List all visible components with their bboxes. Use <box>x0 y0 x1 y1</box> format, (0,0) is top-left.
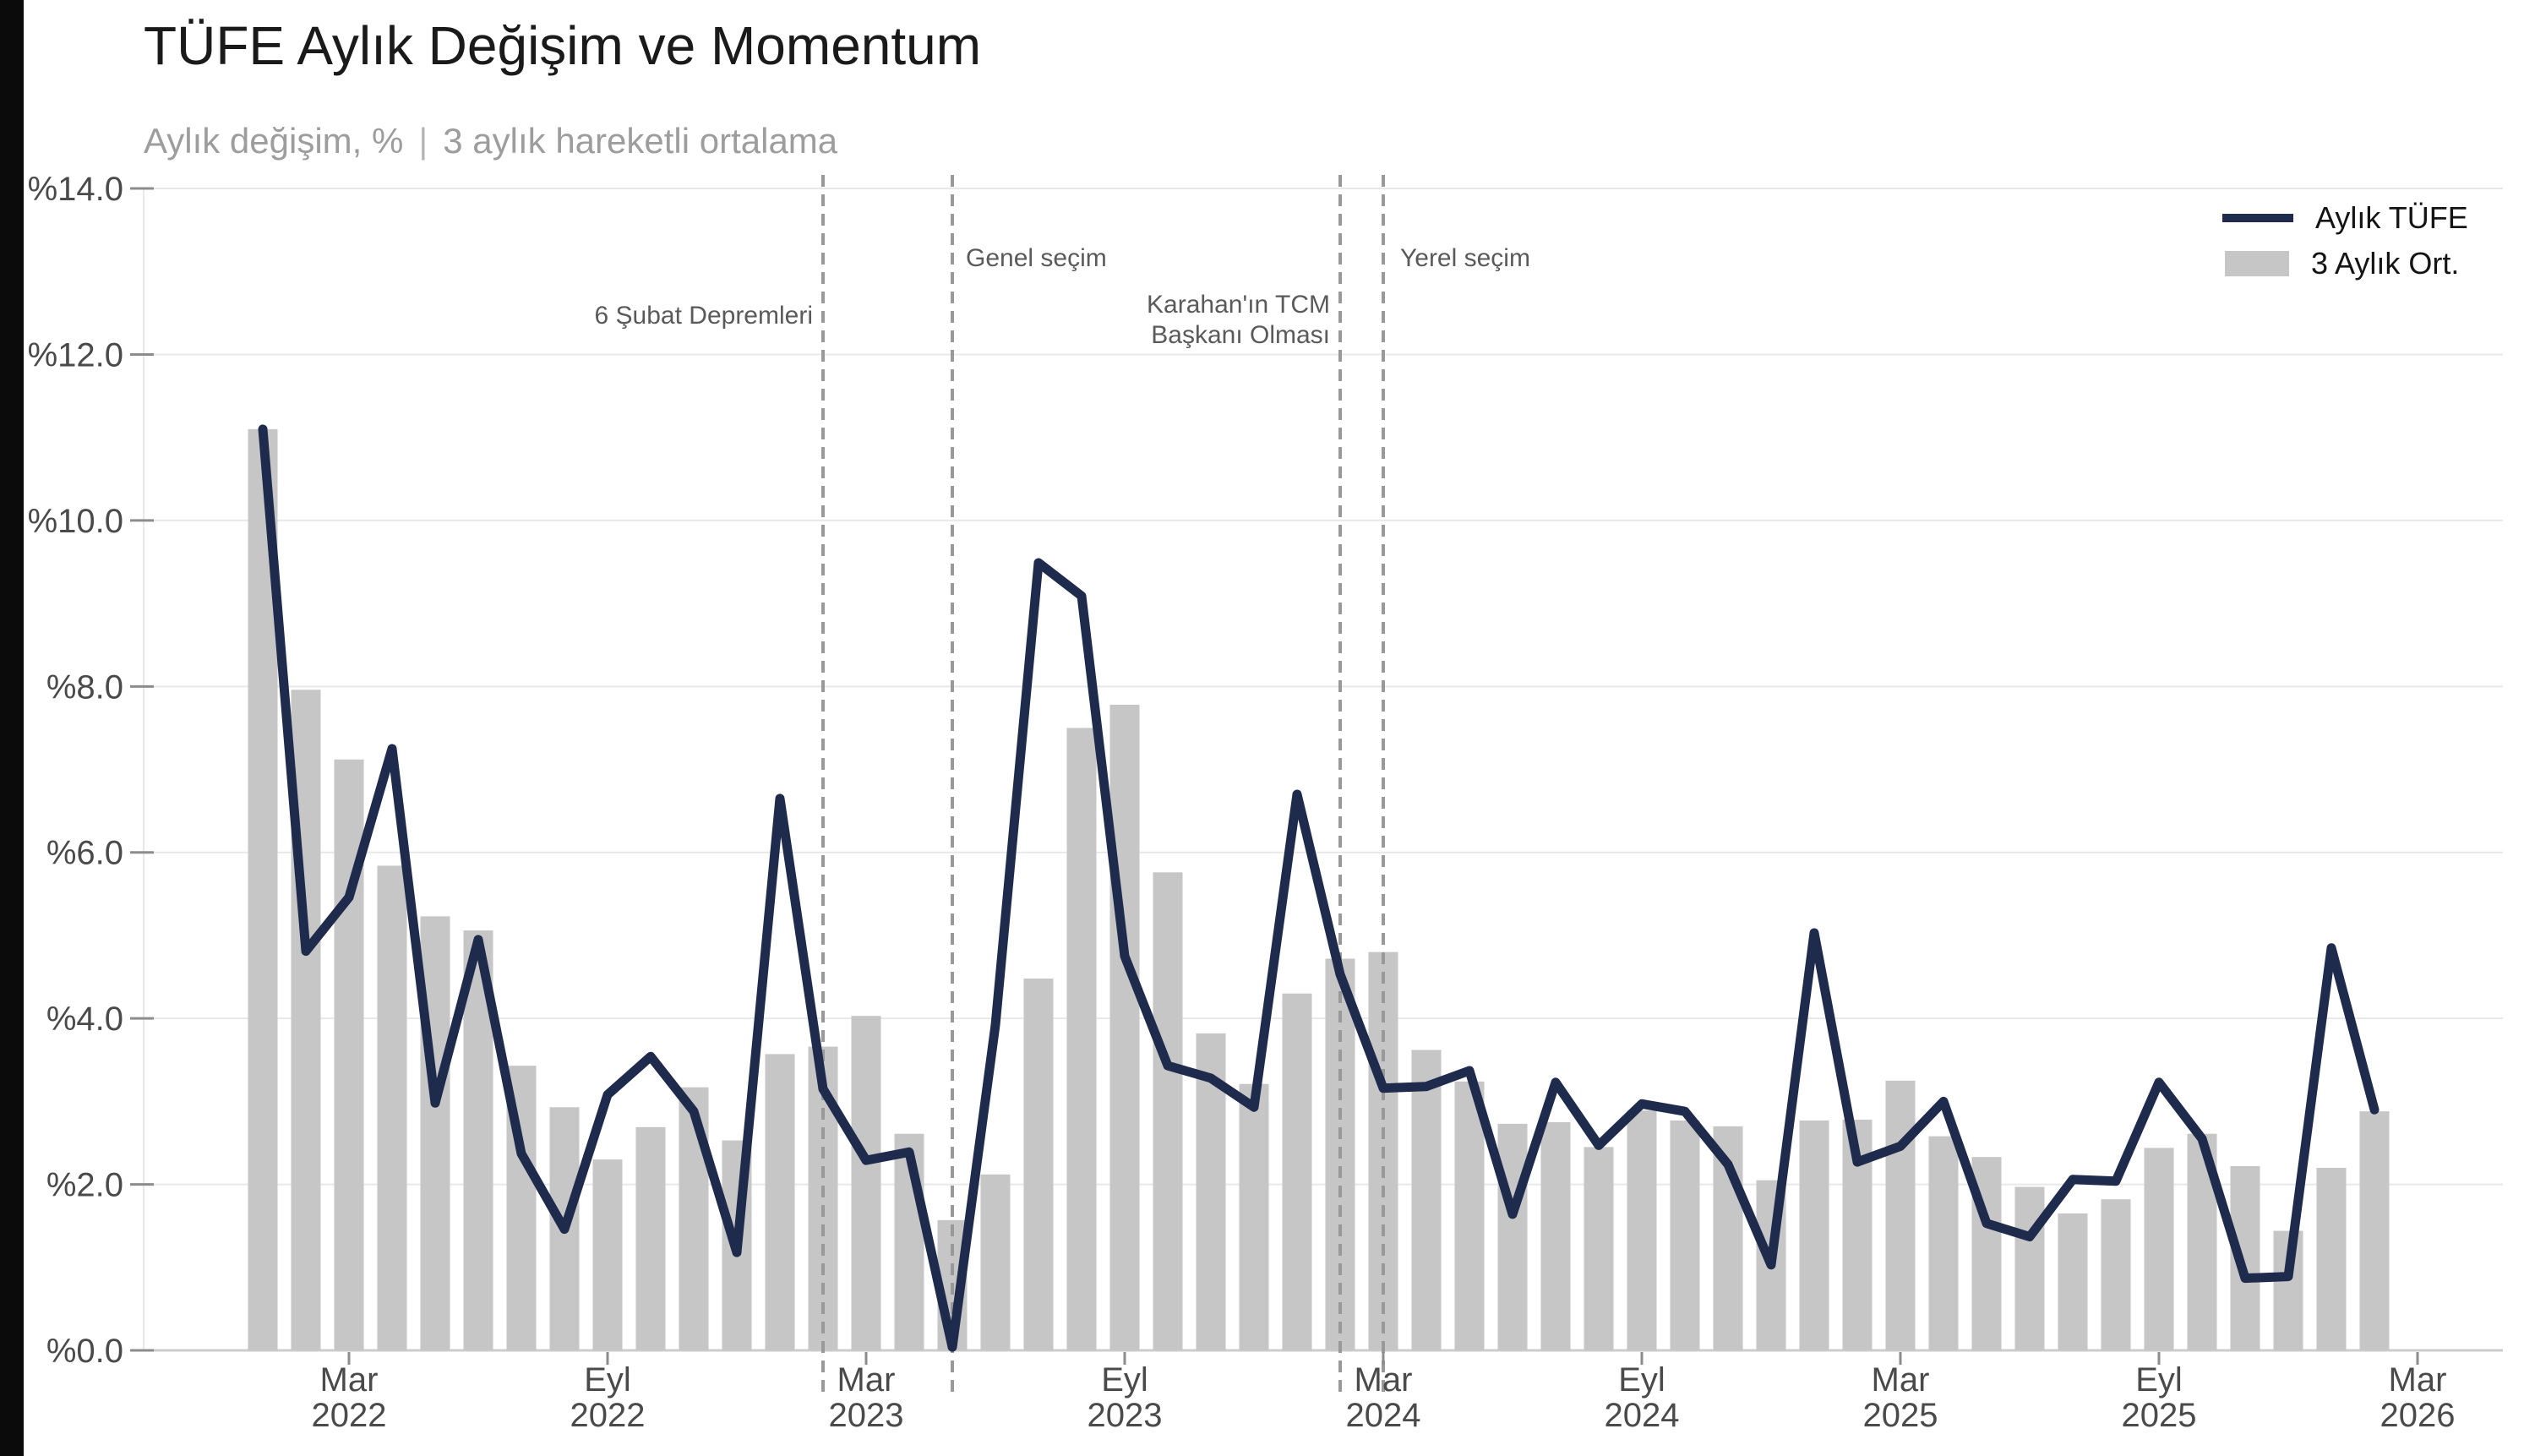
subtitle-right: 3 aylık hareketli ortalama <box>443 121 838 161</box>
y-tick-label-8: %8.0 <box>46 668 123 706</box>
bars-group <box>248 428 2390 1350</box>
y-tick-label-0: %0.0 <box>46 1333 123 1370</box>
x-tick-label-month: Mar <box>1872 1361 1930 1399</box>
bar-swatch-icon <box>2225 251 2289 276</box>
x-tick-label-month: Eyl <box>2135 1361 2183 1399</box>
annotation-2024-02-line2: Başkanı Olması <box>1151 321 1330 349</box>
event-lines-group <box>821 175 1385 1399</box>
x-tick-label-year: 2022 <box>312 1397 387 1434</box>
bar-2025-06 <box>2014 1186 2045 1350</box>
bar-2024-09 <box>1627 1110 1657 1350</box>
window-edge-strip <box>0 0 24 1456</box>
bar-2023-06 <box>980 1174 1011 1350</box>
x-tick-label-month: Mar <box>320 1361 379 1399</box>
bar-2024-08 <box>1584 1147 1614 1350</box>
legend-item-line: Aylık TÜFE <box>2222 200 2468 236</box>
bar-2023-10 <box>1153 872 1183 1350</box>
y-tick-label-10: %10.0 <box>28 503 123 540</box>
x-tick-label-year: 2023 <box>829 1397 904 1434</box>
subtitle-separator: | <box>418 121 428 161</box>
x-tick-label-year: 2022 <box>570 1397 646 1434</box>
bar-2022-04 <box>377 865 407 1350</box>
subtitle-left: Aylık değişim, % <box>144 121 404 161</box>
chart-subtitle: Aylık değişim, % | 3 aylık hareketli ortal… <box>144 123 837 159</box>
legend: Aylık TÜFE 3 Aylık Ort. <box>2222 200 2468 281</box>
legend-label-line: Aylık TÜFE <box>2315 200 2468 235</box>
bar-2022-09 <box>592 1159 623 1350</box>
x-tick-label-month: Eyl <box>1101 1361 1148 1399</box>
bar-2024-05 <box>1454 1081 1485 1350</box>
x-tick-label-month: Mar <box>2389 1361 2447 1399</box>
y-tick-label-12: %12.0 <box>28 336 123 374</box>
bar-2023-01 <box>765 1054 795 1350</box>
bar-2024-04 <box>1411 1050 1442 1350</box>
monthly-cpi-line <box>258 424 2380 1352</box>
x-tick-label-year: 2025 <box>2122 1397 2197 1434</box>
bar-2026-02 <box>2359 1111 2390 1350</box>
bar-2025-01 <box>1799 1120 1829 1350</box>
annotations-group: 6 Şubat Depremleri Genel seçim Karahan'ın … <box>595 244 1530 349</box>
x-tick-label-year: 2023 <box>1088 1397 1163 1434</box>
x-tick-label-year: 2025 <box>1863 1397 1938 1434</box>
x-tick-label-year: 2026 <box>2380 1397 2456 1434</box>
y-tick-label-2: %2.0 <box>46 1167 123 1204</box>
axis-ticks-group: %0.0%2.0%4.0%6.0%8.0%10.0%12.0%14.0Mar20… <box>28 171 2456 1434</box>
bar-2025-04 <box>1928 1136 1959 1350</box>
legend-item-bar: 3 Aylık Ort. <box>2222 246 2468 281</box>
legend-label-bar: 3 Aylık Ort. <box>2311 246 2460 281</box>
bar-2022-10 <box>635 1126 666 1350</box>
x-tick-label-year: 2024 <box>1605 1397 1680 1434</box>
bar-2024-06 <box>1497 1123 1528 1350</box>
y-tick-label-14: %14.0 <box>28 171 123 208</box>
bar-2025-08 <box>2101 1199 2131 1350</box>
annotation-2023-05-line1: Genel seçim <box>966 244 1107 272</box>
x-tick-label-month: Eyl <box>584 1361 631 1399</box>
bar-2024-10 <box>1670 1120 1700 1350</box>
bar-2026-01 <box>2316 1167 2347 1350</box>
line-series-group <box>258 424 2380 1352</box>
bar-2023-08 <box>1066 728 1097 1350</box>
y-tick-label-4: %4.0 <box>46 1001 123 1038</box>
bar-2025-09 <box>2144 1148 2174 1350</box>
bar-2025-03 <box>1885 1080 1916 1350</box>
bar-2025-07 <box>2058 1213 2088 1350</box>
bar-2023-09 <box>1109 704 1140 1350</box>
annotation-2024-02-line1: Karahan'ın TCM <box>1147 291 1330 319</box>
annotation-2023-02-line1: 6 Şubat Depremleri <box>595 302 813 330</box>
bar-2024-01 <box>1282 993 1312 1350</box>
line-swatch-icon <box>2222 214 2293 222</box>
annotation-2024-03-line1: Yerel seçim <box>1400 244 1530 272</box>
x-tick-label-month: Mar <box>1355 1361 1413 1399</box>
bar-2023-07 <box>1023 979 1054 1350</box>
y-tick-label-6: %6.0 <box>46 835 123 872</box>
x-tick-label-month: Eyl <box>1618 1361 1665 1399</box>
bar-2024-07 <box>1540 1121 1571 1350</box>
bar-2023-03 <box>851 1016 881 1350</box>
x-tick-label-year: 2024 <box>1346 1397 1421 1434</box>
x-tick-label-month: Mar <box>837 1361 896 1399</box>
bar-2023-12 <box>1239 1083 1269 1350</box>
chart-title: TÜFE Aylık Değişim ve Momentum <box>144 15 982 76</box>
